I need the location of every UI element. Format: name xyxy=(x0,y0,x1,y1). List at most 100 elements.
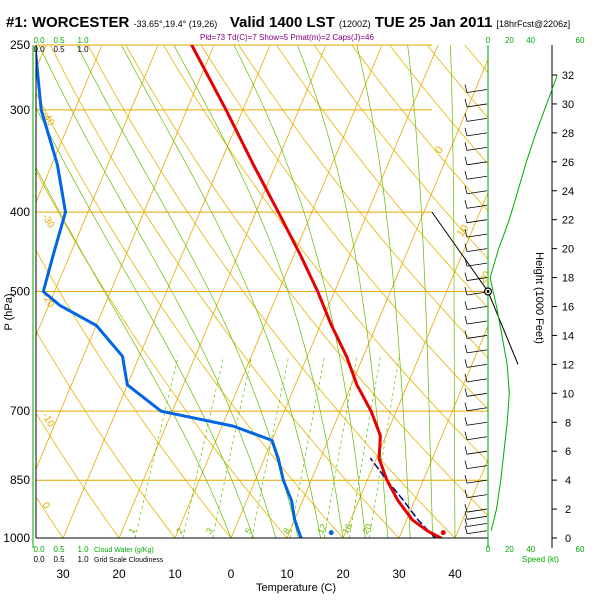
wind-barb-flag xyxy=(464,142,468,151)
wind-barb-flag xyxy=(464,373,468,382)
height-axis-label: Height (1000 Feet) xyxy=(533,252,545,344)
height-tick-label: 32 xyxy=(562,70,574,82)
speed-tick-top: 60 xyxy=(576,36,585,45)
dry-adiabat-line xyxy=(578,45,600,538)
wind-barb-flag xyxy=(464,518,468,527)
moist-adiabat-line xyxy=(121,45,321,538)
moist-adiabat-line xyxy=(36,106,254,538)
isotherm-line xyxy=(511,45,600,538)
wind-barb xyxy=(466,407,488,412)
wind-barb xyxy=(466,262,488,267)
mixing-ratio-label: 5 xyxy=(243,526,254,535)
pressure-tick-label: 850 xyxy=(10,473,30,487)
temperature-trace xyxy=(190,45,443,538)
temperature-tick-label: 20 xyxy=(336,567,350,581)
dewpoint-trace xyxy=(36,45,303,538)
mixing-ratio-line xyxy=(212,356,252,538)
wind-barb xyxy=(466,479,488,484)
cloud-legend-top-green: 0.5 xyxy=(53,36,65,45)
forecast-hour: [18hrFcst@2206z] xyxy=(496,19,571,29)
pressure-tick-label: 250 xyxy=(10,38,30,52)
wind-barb xyxy=(466,161,488,166)
wind-barb xyxy=(466,349,488,354)
temperature-tick-label: 0 xyxy=(228,567,235,581)
mixing-ratio-line xyxy=(349,356,381,538)
wind-barb-flag xyxy=(464,431,468,440)
valid-time: Valid 1400 LST xyxy=(229,14,335,31)
cloud-legend-top-green: 1.0 xyxy=(77,36,89,45)
dry-adiabat-line xyxy=(50,45,400,538)
speed-tick-bottom: 20 xyxy=(505,545,514,554)
pressure-tick-label: 400 xyxy=(10,205,30,219)
wind-barb xyxy=(466,421,488,426)
dry-adiabat-line xyxy=(0,45,7,538)
speed-tick-top: 40 xyxy=(526,36,535,45)
mixing-ratio-line xyxy=(251,356,290,538)
temperature-tick-label: 40 xyxy=(448,567,462,581)
wind-barb xyxy=(466,175,488,180)
wind-barb xyxy=(466,508,488,513)
cloud-legend-bottom-black: 1.0 xyxy=(77,555,89,564)
dry-adiabat-line xyxy=(36,330,176,538)
height-tick-label: 4 xyxy=(565,475,571,487)
speed-tick-top: 0 xyxy=(486,36,491,45)
dry-adiabat-line xyxy=(36,170,288,538)
wind-barb-flag xyxy=(464,214,468,223)
wind-barb-flag xyxy=(464,185,468,194)
mixing-ratio-label: 8 xyxy=(281,526,292,535)
temperature-tick-label: 30 xyxy=(392,567,406,581)
dewpoint-surface-marker xyxy=(328,530,334,536)
moist-adiabat-line xyxy=(356,45,411,538)
isotherm-label: 0 xyxy=(39,501,52,512)
wind-barb xyxy=(466,248,488,253)
wind-barb xyxy=(466,392,488,397)
wind-barb-flag xyxy=(464,315,468,325)
mixing-ratio-label: 2 xyxy=(174,526,185,535)
wind-barb xyxy=(466,306,488,310)
init-time: (1200Z) xyxy=(339,19,371,29)
wind-barb-flag xyxy=(464,446,468,455)
speed-axis-label: Speed (kt) xyxy=(522,555,559,564)
chart-title: #1: WORCESTER -33.65°,19.4° (19,26) Vali… xyxy=(6,14,570,31)
wind-barb-flag xyxy=(464,272,468,281)
isotherm-label: -30 xyxy=(39,212,56,230)
wind-speed-profile xyxy=(489,74,558,531)
isotherm-line xyxy=(398,325,488,538)
mixing-ratio-label: 12 xyxy=(315,522,329,536)
temperature-tick-label: 30 xyxy=(56,567,70,581)
height-tick-label: 10 xyxy=(562,388,574,400)
height-tick-label: 12 xyxy=(562,359,574,371)
wind-barb xyxy=(466,219,488,224)
cloud-legend-bottom-black: 0.5 xyxy=(53,555,65,564)
wind-barb-flag xyxy=(464,200,468,209)
mixing-ratio-line xyxy=(134,356,179,538)
wind-barb-flag xyxy=(464,127,468,136)
wind-barb xyxy=(466,89,488,93)
wind-barb xyxy=(466,277,488,281)
height-tick-label: 22 xyxy=(562,215,574,227)
mixing-ratio-label: 20 xyxy=(360,522,374,536)
pressure-tick-label: 500 xyxy=(10,285,30,299)
wind-barb-flag xyxy=(464,98,468,108)
cloud-legend-bottom-green: 1.0 xyxy=(77,545,89,554)
pressure-axis-label: P (hPa) xyxy=(3,293,15,330)
height-tick-label: 16 xyxy=(562,302,574,314)
wind-barb-flag xyxy=(464,229,468,238)
dry-adiabat-label: 10 xyxy=(455,223,472,240)
dry-adiabat-line xyxy=(36,412,120,538)
dry-adiabat-line xyxy=(87,45,456,538)
wind-barb-flag xyxy=(464,460,468,469)
wind-barb-flag xyxy=(464,113,468,122)
wind-barb-flag xyxy=(464,511,468,520)
dry-adiabat-line xyxy=(540,45,600,538)
height-tick-label: 30 xyxy=(562,99,574,111)
mixing-ratio-label: 16 xyxy=(340,522,354,536)
moist-adiabat-line xyxy=(407,45,433,538)
wind-barb xyxy=(466,515,488,520)
pressure-tick-label: 300 xyxy=(10,103,30,117)
cloud-legend-top-black: 0.5 xyxy=(53,45,65,54)
wind-barb xyxy=(466,494,488,498)
speed-tick-top: 20 xyxy=(505,36,514,45)
